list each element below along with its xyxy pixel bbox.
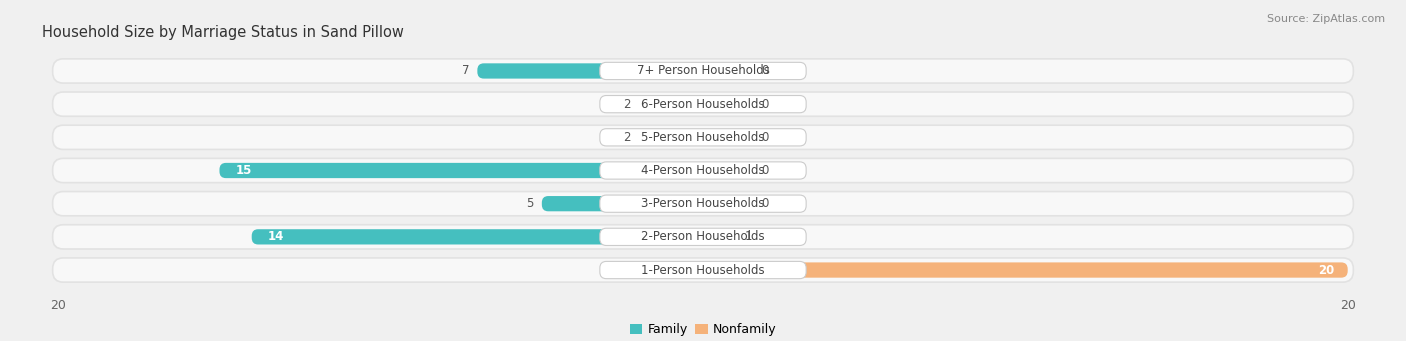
FancyBboxPatch shape bbox=[52, 158, 1354, 183]
FancyBboxPatch shape bbox=[53, 126, 1353, 149]
Text: 2-Person Households: 2-Person Households bbox=[641, 231, 765, 243]
FancyBboxPatch shape bbox=[703, 63, 751, 78]
FancyBboxPatch shape bbox=[52, 58, 1354, 84]
FancyBboxPatch shape bbox=[638, 97, 703, 112]
Text: Household Size by Marriage Status in Sand Pillow: Household Size by Marriage Status in San… bbox=[42, 25, 404, 40]
FancyBboxPatch shape bbox=[53, 259, 1353, 281]
FancyBboxPatch shape bbox=[52, 257, 1354, 283]
FancyBboxPatch shape bbox=[703, 163, 751, 178]
FancyBboxPatch shape bbox=[703, 229, 735, 244]
FancyBboxPatch shape bbox=[600, 195, 806, 212]
Text: 7+ Person Households: 7+ Person Households bbox=[637, 64, 769, 77]
Text: Source: ZipAtlas.com: Source: ZipAtlas.com bbox=[1267, 14, 1385, 24]
FancyBboxPatch shape bbox=[219, 163, 703, 178]
Text: 0: 0 bbox=[761, 98, 769, 110]
FancyBboxPatch shape bbox=[703, 130, 751, 145]
Text: 2: 2 bbox=[623, 131, 630, 144]
FancyBboxPatch shape bbox=[52, 191, 1354, 217]
FancyBboxPatch shape bbox=[600, 262, 806, 279]
FancyBboxPatch shape bbox=[638, 130, 703, 145]
Text: 5: 5 bbox=[526, 197, 534, 210]
FancyBboxPatch shape bbox=[703, 97, 751, 112]
FancyBboxPatch shape bbox=[600, 62, 806, 79]
Text: 1: 1 bbox=[745, 231, 752, 243]
Text: 0: 0 bbox=[761, 197, 769, 210]
FancyBboxPatch shape bbox=[703, 196, 751, 211]
Text: 7: 7 bbox=[461, 64, 470, 77]
Text: 14: 14 bbox=[267, 231, 284, 243]
FancyBboxPatch shape bbox=[600, 95, 806, 113]
FancyBboxPatch shape bbox=[600, 228, 806, 246]
FancyBboxPatch shape bbox=[53, 226, 1353, 248]
Text: 15: 15 bbox=[236, 164, 252, 177]
Text: 0: 0 bbox=[761, 64, 769, 77]
FancyBboxPatch shape bbox=[52, 224, 1354, 250]
Text: 1-Person Households: 1-Person Households bbox=[641, 264, 765, 277]
Text: 3-Person Households: 3-Person Households bbox=[641, 197, 765, 210]
FancyBboxPatch shape bbox=[478, 63, 703, 78]
FancyBboxPatch shape bbox=[53, 60, 1353, 82]
FancyBboxPatch shape bbox=[703, 263, 1348, 278]
Text: 6-Person Households: 6-Person Households bbox=[641, 98, 765, 110]
Text: 0: 0 bbox=[761, 131, 769, 144]
Text: 0: 0 bbox=[761, 164, 769, 177]
FancyBboxPatch shape bbox=[600, 129, 806, 146]
Legend: Family, Nonfamily: Family, Nonfamily bbox=[624, 318, 782, 341]
Text: 4-Person Households: 4-Person Households bbox=[641, 164, 765, 177]
FancyBboxPatch shape bbox=[53, 192, 1353, 215]
Text: 5-Person Households: 5-Person Households bbox=[641, 131, 765, 144]
FancyBboxPatch shape bbox=[541, 196, 703, 211]
FancyBboxPatch shape bbox=[53, 159, 1353, 182]
Text: 20: 20 bbox=[1319, 264, 1334, 277]
Text: 2: 2 bbox=[623, 98, 630, 110]
FancyBboxPatch shape bbox=[252, 229, 703, 244]
FancyBboxPatch shape bbox=[53, 93, 1353, 115]
FancyBboxPatch shape bbox=[52, 91, 1354, 117]
FancyBboxPatch shape bbox=[52, 124, 1354, 150]
FancyBboxPatch shape bbox=[600, 162, 806, 179]
